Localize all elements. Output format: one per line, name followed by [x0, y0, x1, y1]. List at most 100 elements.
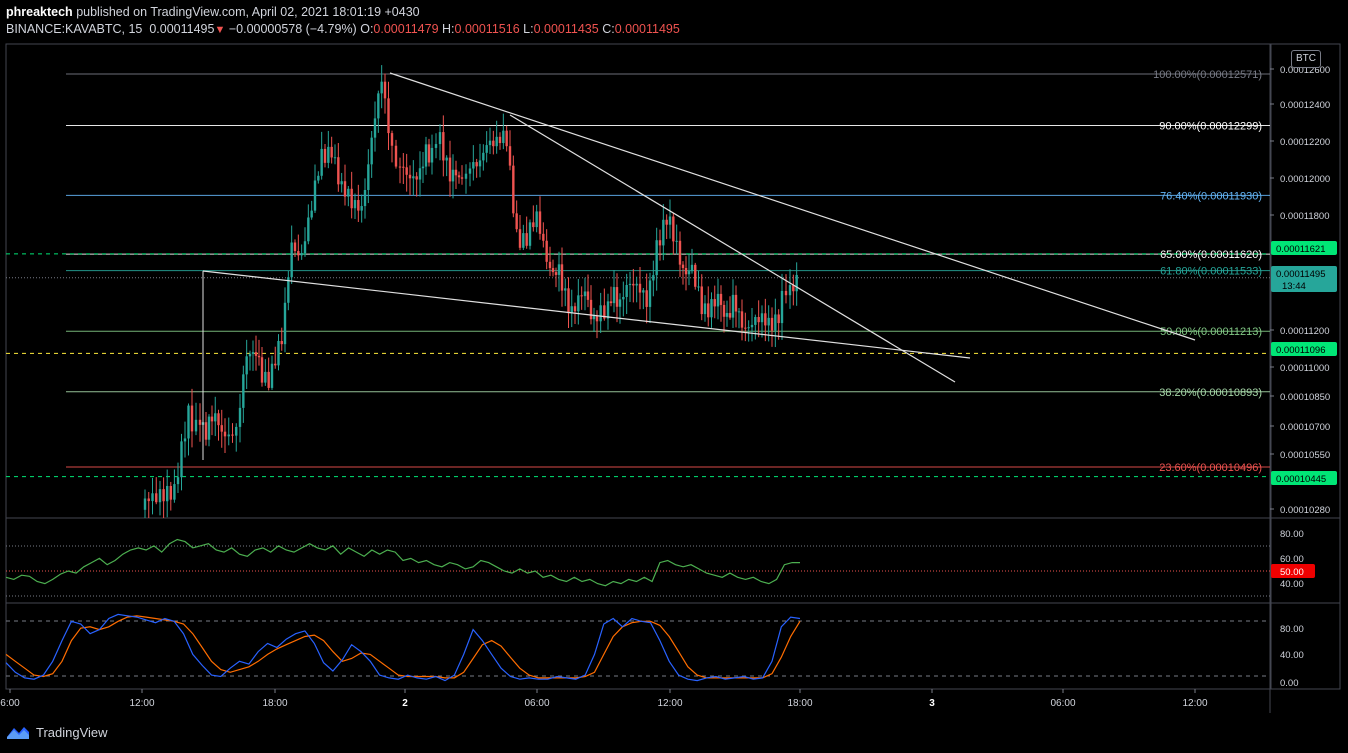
- candle: [245, 339, 248, 390]
- candle-body: [551, 268, 555, 273]
- candle-body: [257, 355, 261, 358]
- candle: [603, 288, 606, 321]
- candle: [274, 346, 277, 369]
- candle-body: [606, 301, 610, 319]
- candle: [599, 292, 602, 333]
- candle: [551, 259, 555, 277]
- tradingview-logo-icon: [7, 727, 29, 739]
- candle: [615, 273, 619, 323]
- candle: [350, 171, 353, 219]
- open-value: 0.00011479: [373, 22, 439, 36]
- candle-body: [307, 217, 310, 242]
- candle: [580, 286, 583, 310]
- close-label: C:: [602, 22, 615, 36]
- candle: [767, 305, 770, 342]
- candle: [754, 314, 757, 340]
- candle-body: [353, 200, 357, 209]
- author-name[interactable]: phreaktech: [6, 5, 73, 19]
- candle: [662, 204, 665, 261]
- candle-body: [290, 242, 293, 278]
- fib-level-label: 90.00%(0.00012299): [1159, 121, 1262, 133]
- candle-body: [350, 188, 353, 209]
- candle-body: [360, 206, 363, 211]
- candle: [445, 155, 448, 177]
- candle-body: [198, 419, 202, 425]
- candle-body: [722, 304, 726, 317]
- candle: [220, 409, 223, 448]
- candle-body: [658, 240, 662, 246]
- candle-body: [454, 169, 458, 176]
- candle: [737, 307, 741, 329]
- candle-body: [508, 146, 512, 166]
- candle-body: [684, 267, 688, 275]
- candle-body: [495, 136, 498, 147]
- candle-body: [460, 177, 464, 179]
- candle: [180, 433, 183, 491]
- price-tick-label: 0.00012000: [1280, 174, 1330, 185]
- footer-brand[interactable]: TradingView: [36, 724, 108, 740]
- fib-level-label: 65.00%(0.00011620): [1160, 249, 1262, 261]
- candle-body: [792, 285, 795, 292]
- price-tick-label: 0.00012600: [1280, 65, 1330, 76]
- candle: [242, 365, 245, 423]
- candle: [158, 480, 162, 516]
- time-tick-label: 6:00: [0, 698, 20, 709]
- candle-body: [293, 242, 297, 252]
- candle: [542, 222, 545, 248]
- candle-body: [713, 299, 716, 307]
- candle: [522, 224, 525, 250]
- candle: [618, 293, 622, 324]
- candle-body: [780, 290, 784, 324]
- candle-body: [580, 295, 583, 297]
- candle-body: [652, 275, 655, 281]
- candle: [198, 403, 202, 442]
- candle: [427, 138, 431, 167]
- candle-body: [147, 498, 150, 502]
- candle: [525, 216, 528, 249]
- candle-body: [238, 407, 242, 427]
- candle: [166, 469, 169, 518]
- candle-body: [251, 352, 255, 354]
- candle: [567, 277, 570, 328]
- candle-body: [190, 405, 194, 432]
- candle-body: [767, 317, 770, 326]
- candle-body: [774, 314, 777, 331]
- candle: [248, 350, 252, 371]
- candle: [448, 140, 452, 197]
- candle: [774, 298, 777, 348]
- time-tick-label: 12:00: [657, 698, 682, 709]
- candles-group: [143, 65, 798, 518]
- candle: [267, 357, 270, 391]
- chart-frame: [5, 43, 1271, 690]
- candle-body: [169, 485, 172, 500]
- currency-badge[interactable]: BTC: [1291, 50, 1321, 68]
- time-tick-label: 18:00: [262, 698, 287, 709]
- candle: [612, 270, 616, 313]
- candle: [468, 162, 472, 187]
- candle-body: [303, 241, 307, 254]
- candle: [398, 157, 402, 184]
- candle-body: [502, 130, 505, 144]
- candle-body: [665, 219, 668, 225]
- candle: [648, 272, 652, 324]
- candle: [668, 199, 672, 239]
- candle: [535, 204, 538, 233]
- candle: [764, 298, 767, 342]
- candle-body: [505, 130, 508, 147]
- candle: [722, 300, 726, 333]
- candle-body: [248, 353, 252, 357]
- rsi-level-label-bg: [1271, 564, 1315, 578]
- candle-body: [592, 315, 596, 320]
- candle: [625, 273, 628, 315]
- candle-body: [564, 288, 567, 291]
- candle: [675, 224, 678, 255]
- last-price: 0.00011495: [149, 22, 215, 36]
- symbol-label[interactable]: BINANCE:KAVABTC, 15: [6, 22, 143, 36]
- candle-body: [283, 302, 287, 345]
- candle: [227, 417, 230, 446]
- candle-body: [162, 489, 165, 502]
- candle-body: [668, 216, 672, 225]
- candle-body: [662, 219, 665, 246]
- candle: [731, 279, 735, 329]
